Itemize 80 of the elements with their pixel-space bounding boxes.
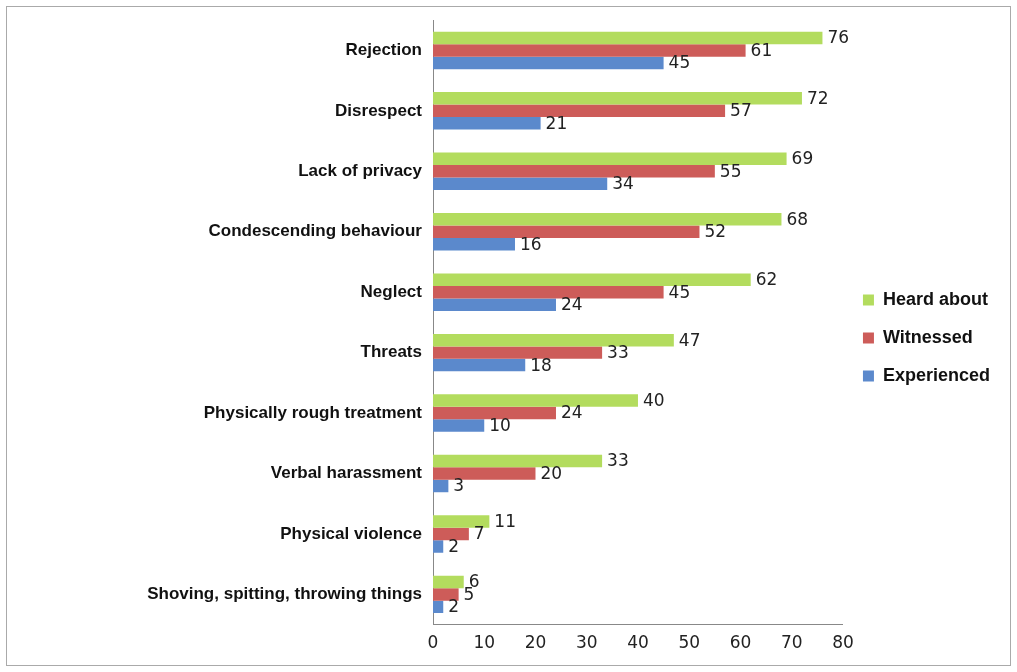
data-label: 21 xyxy=(545,112,568,133)
bar xyxy=(433,117,541,130)
data-label: 18 xyxy=(530,354,552,375)
legend-label: Heard about xyxy=(882,288,988,309)
data-label: 45 xyxy=(668,52,691,73)
bar xyxy=(433,165,715,178)
data-label: 11 xyxy=(494,510,517,531)
x-tick-label: 30 xyxy=(575,632,598,653)
x-tick-label: 10 xyxy=(473,632,496,653)
bar xyxy=(433,515,490,528)
bar xyxy=(433,177,608,191)
bar xyxy=(433,467,536,480)
data-label: 55 xyxy=(719,160,742,181)
data-label: 57 xyxy=(730,100,752,121)
bar xyxy=(433,152,787,166)
data-label: 62 xyxy=(755,269,778,290)
data-label: 34 xyxy=(612,173,634,194)
data-label: 52 xyxy=(704,221,727,242)
bar xyxy=(433,44,746,57)
bar xyxy=(433,273,751,286)
data-label: 72 xyxy=(806,87,829,108)
y-tick-label: Threats xyxy=(360,342,422,362)
x-tick-label: 70 xyxy=(780,632,803,653)
bar xyxy=(433,358,526,372)
data-label: 33 xyxy=(607,342,629,363)
data-label: 33 xyxy=(607,450,629,471)
x-tick-label: 40 xyxy=(627,632,649,653)
bar xyxy=(433,213,782,226)
legend-label: Witnessed xyxy=(882,326,973,347)
y-tick-label: Rejection xyxy=(345,40,422,60)
bar xyxy=(433,575,464,589)
data-label: 69 xyxy=(791,148,814,169)
data-label: 20 xyxy=(540,462,563,483)
data-label: 7 xyxy=(473,523,485,544)
bar xyxy=(433,56,664,70)
data-label: 45 xyxy=(668,281,691,302)
data-label: 2 xyxy=(448,535,460,556)
y-tick-label: Disrespect xyxy=(335,100,423,120)
bar xyxy=(433,527,469,541)
bar xyxy=(433,298,556,311)
data-label: 76 xyxy=(827,27,850,48)
y-tick-label: Lack of privacy xyxy=(298,160,423,180)
bar xyxy=(433,285,664,299)
bar xyxy=(433,540,444,553)
bar xyxy=(433,419,485,432)
bar xyxy=(433,333,674,347)
x-tick-label: 60 xyxy=(729,632,752,653)
data-label: 16 xyxy=(519,233,542,254)
bar xyxy=(433,346,603,359)
bar xyxy=(433,588,459,601)
y-tick-label: Condescending behaviour xyxy=(208,221,423,241)
data-label: 68 xyxy=(786,208,809,229)
bar xyxy=(433,406,556,420)
bar xyxy=(433,600,444,614)
x-tick-label: 80 xyxy=(832,632,854,653)
y-tick-label: Shoving, spitting, throwing things xyxy=(147,584,422,604)
bar xyxy=(433,237,515,251)
data-label: 3 xyxy=(453,475,465,496)
data-label: 47 xyxy=(678,329,701,350)
y-tick-label: Verbal harassment xyxy=(270,463,423,483)
bar xyxy=(433,104,726,118)
data-label: 61 xyxy=(750,39,773,60)
bar xyxy=(433,394,638,407)
bar xyxy=(433,479,449,493)
bar xyxy=(433,92,802,105)
data-label: 10 xyxy=(489,414,511,435)
legend-label: Experienced xyxy=(882,364,991,385)
data-label: 24 xyxy=(560,294,583,315)
y-tick-label: Physical violence xyxy=(280,523,422,543)
x-tick-label: 50 xyxy=(678,632,701,653)
bar xyxy=(433,454,603,468)
data-label: 2 xyxy=(448,596,460,617)
x-tick-label: 0 xyxy=(427,632,439,653)
y-tick-label: Neglect xyxy=(360,281,423,301)
data-label: 24 xyxy=(560,402,583,423)
bar xyxy=(433,225,700,238)
y-tick-label: Physically rough treatment xyxy=(203,402,423,422)
data-label: 40 xyxy=(642,389,665,410)
bar xyxy=(433,31,823,45)
x-tick-label: 20 xyxy=(524,632,547,653)
